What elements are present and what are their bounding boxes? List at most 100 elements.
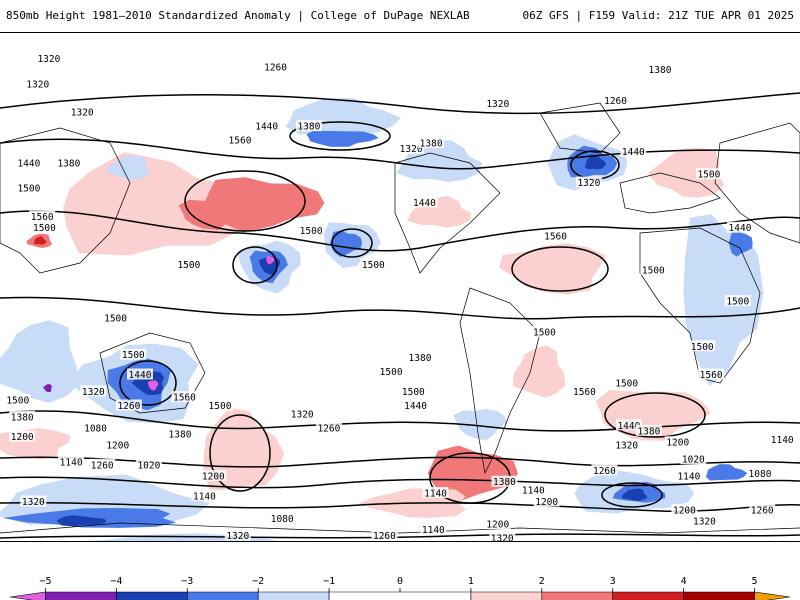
map-panel[interactable]: 1320 1320 1320 1440 1380 1500 1560 1500 1260 1440… (0, 32, 800, 542)
contour-label-1500: 1500 (207, 399, 233, 412)
contour-label-1560: 1560 (698, 368, 725, 381)
contour-label-1320: 1320 (35, 52, 62, 65)
contour-label-1200: 1200 (533, 495, 560, 508)
svg-text:1260: 1260 (373, 531, 396, 541)
svg-text:1320: 1320 (615, 441, 638, 452)
contour-label-1200: 1200 (200, 470, 227, 483)
svg-text:1500: 1500 (697, 170, 720, 181)
anomaly-region-26 (330, 230, 363, 257)
model-run-info: 06Z GFS | F159 Valid: 21Z TUE APR 01 202… (522, 9, 794, 22)
contour-label-1140: 1140 (675, 470, 702, 483)
svg-text:1560: 1560 (31, 212, 54, 223)
anomaly-region-23 (106, 155, 150, 180)
contour-label-1200: 1200 (671, 503, 698, 516)
anomaly-region-31 (705, 464, 748, 481)
anomaly-region-17 (0, 320, 81, 403)
contour-label-1500: 1500 (120, 348, 147, 361)
svg-text:1320: 1320 (486, 99, 509, 110)
svg-text:1020: 1020 (682, 455, 705, 466)
contour-labels: 1320 1320 1320 1440 1380 1500 1560 1500 1260 1440… (4, 52, 796, 541)
height-contour-18 (209, 414, 271, 492)
svg-text:1500: 1500 (300, 226, 323, 237)
svg-text:1380: 1380 (169, 429, 192, 440)
svg-text:1140: 1140 (424, 489, 447, 500)
contour-label-1500: 1500 (613, 376, 640, 389)
anomaly-map[interactable]: 1320 1320 1320 1440 1380 1500 1560 1500 1260 1440… (0, 33, 800, 541)
svg-text:1440: 1440 (17, 158, 40, 169)
svg-text:1500: 1500 (402, 387, 425, 398)
contour-label-1560: 1560 (29, 210, 56, 223)
svg-text:1380: 1380 (420, 139, 443, 150)
height-contour-14 (601, 482, 663, 508)
svg-text:1380: 1380 (11, 412, 34, 423)
svg-text:1440: 1440 (617, 421, 640, 432)
svg-text:1560: 1560 (700, 370, 723, 381)
svg-text:1380: 1380 (649, 65, 672, 76)
svg-text:1440: 1440 (729, 223, 752, 234)
svg-text:1200: 1200 (202, 472, 225, 483)
svg-text:1440: 1440 (129, 370, 152, 381)
contour-label-1140: 1140 (58, 455, 85, 468)
contour-label-1320: 1320 (691, 515, 718, 528)
svg-text:1440: 1440 (404, 401, 427, 412)
contour-label-1500: 1500 (724, 295, 751, 308)
contour-label-1440: 1440 (411, 196, 438, 209)
anomaly-region-3 (499, 243, 607, 295)
svg-text:1500: 1500 (691, 342, 714, 353)
contour-label-1380: 1380 (9, 410, 36, 423)
contour-label-1260: 1260 (89, 458, 116, 471)
height-contour-6 (0, 476, 800, 489)
coastline-0 (394, 152, 501, 274)
colorbar-segment-m5 (9, 591, 46, 600)
svg-text:1260: 1260 (593, 466, 616, 477)
coastline-6 (99, 332, 206, 414)
contour-label-1260: 1260 (591, 464, 618, 477)
map-title: 850mb Height 1981–2010 Standardized Anom… (6, 9, 470, 22)
svg-text:1320: 1320 (37, 54, 60, 65)
colorbar-segment-m1 (257, 591, 330, 600)
svg-text:1560: 1560 (173, 393, 196, 404)
height-contour-9 (232, 246, 278, 284)
height-contour-13 (604, 392, 706, 438)
svg-text:1500: 1500 (122, 350, 145, 361)
svg-text:1320: 1320 (26, 79, 49, 90)
contour-label-1560: 1560 (227, 134, 253, 147)
svg-text:1500: 1500 (533, 328, 556, 339)
svg-text:1500: 1500 (642, 266, 665, 277)
contour-label-1440: 1440 (620, 145, 647, 158)
svg-text:1260: 1260 (117, 401, 140, 412)
svg-text:1200: 1200 (673, 505, 696, 516)
anomaly-region-4 (648, 147, 725, 198)
svg-text:1320: 1320 (291, 410, 314, 421)
svg-text:1020: 1020 (137, 460, 160, 471)
contour-label-1500: 1500 (175, 258, 202, 271)
contour-label-1440: 1440 (253, 120, 280, 133)
colorbar-segment-p2 (541, 591, 614, 600)
contour-label-1320: 1320 (398, 142, 425, 155)
svg-text:1200: 1200 (666, 438, 689, 449)
contour-label-1560: 1560 (171, 391, 198, 404)
colorbar-segment-p4 (683, 591, 755, 600)
colorbar-segment-p5 (754, 591, 791, 600)
contour-label-1380: 1380 (647, 63, 673, 76)
colorbar-tick-label: −2 (252, 576, 264, 587)
colorbar-tick-label: 0 (397, 576, 403, 587)
height-contour-8 (0, 533, 800, 539)
contour-label-1440: 1440 (402, 399, 429, 412)
colorbar-segment-p3 (612, 591, 684, 600)
anomaly-region-37 (584, 155, 607, 170)
contour-label-1380: 1380 (407, 351, 433, 364)
colorbar-tick-label: −5 (39, 576, 51, 587)
colorbar-tick-label: 5 (752, 576, 758, 587)
svg-text:1560: 1560 (544, 232, 567, 243)
contour-label-1560: 1560 (571, 385, 598, 398)
svg-text:1140: 1140 (60, 457, 83, 468)
anomaly-region-32 (728, 229, 753, 257)
contour-label-1140: 1140 (769, 433, 796, 446)
contour-label-1320: 1320 (24, 77, 51, 90)
colorbar-segment-p1 (470, 591, 543, 600)
contour-label-1320: 1320 (289, 408, 316, 421)
svg-text:1500: 1500 (17, 184, 40, 195)
height-contour-3 (0, 296, 800, 320)
contour-label-1320: 1320 (80, 385, 107, 398)
